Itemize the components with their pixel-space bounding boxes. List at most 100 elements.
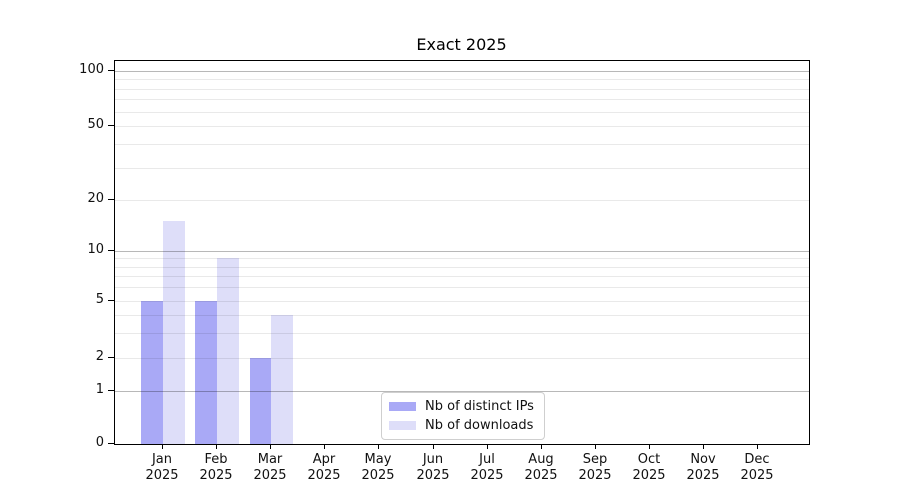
x-tick-mark xyxy=(703,444,704,449)
bar-downloads xyxy=(271,314,293,444)
x-tick-year: 2025 xyxy=(416,468,450,483)
legend-swatch xyxy=(389,402,416,411)
x-tick-year: 2025 xyxy=(740,468,774,483)
x-tick-month: Aug xyxy=(528,452,554,467)
minor-gridline xyxy=(115,332,809,334)
minor-gridline xyxy=(115,88,809,90)
x-tick-month: Apr xyxy=(312,452,336,467)
x-tick-label: Aug 2025 xyxy=(509,452,573,484)
y-tick-label: 5 xyxy=(95,292,104,307)
bars-layer xyxy=(115,61,809,444)
x-tick-label: Mar 2025 xyxy=(238,452,302,484)
x-tick-label: Jan 2025 xyxy=(130,452,194,484)
y-tick-mark xyxy=(108,199,114,200)
x-tick-mark xyxy=(324,444,325,449)
x-tick-mark xyxy=(162,444,163,449)
bar-downloads xyxy=(163,221,185,444)
x-tick-mark xyxy=(433,444,434,449)
bar-distinct-ips xyxy=(195,300,218,444)
legend-label: Nb of distinct IPs xyxy=(425,399,534,414)
minor-gridline xyxy=(115,314,809,316)
x-tick-month: Nov xyxy=(690,452,716,467)
minor-gridline xyxy=(115,300,809,302)
bar-distinct-ips xyxy=(249,357,272,444)
y-tick-label: 100 xyxy=(79,62,104,77)
x-tick-label: Oct 2025 xyxy=(617,452,681,484)
chart-title: Exact 2025 xyxy=(416,35,507,54)
x-tick-label: Nov 2025 xyxy=(671,452,735,484)
legend-label: Nb of downloads xyxy=(425,418,534,433)
x-tick-month: Feb xyxy=(204,452,228,467)
major-gridline xyxy=(115,250,809,252)
x-tick-mark xyxy=(649,444,650,449)
x-tick-label: Sep 2025 xyxy=(563,452,627,484)
minor-gridline xyxy=(115,167,809,169)
x-tick-label: May 2025 xyxy=(346,452,410,484)
major-gridline xyxy=(115,71,809,73)
x-tick-month: Jan xyxy=(151,452,173,467)
y-tick-mark xyxy=(108,125,114,126)
x-tick-month: Mar xyxy=(257,452,283,467)
x-tick-month: Oct xyxy=(637,452,661,467)
minor-gridline xyxy=(115,276,809,278)
minor-gridline xyxy=(115,287,809,289)
x-tick-year: 2025 xyxy=(199,468,233,483)
x-tick-mark xyxy=(216,444,217,449)
x-tick-year: 2025 xyxy=(524,468,558,483)
y-tick-label: 20 xyxy=(87,191,104,206)
x-tick-mark xyxy=(541,444,542,449)
bar-downloads xyxy=(217,258,239,444)
minor-gridline xyxy=(115,357,809,359)
x-tick-year: 2025 xyxy=(307,468,341,483)
y-tick-label: 50 xyxy=(87,117,104,132)
x-tick-month: Dec xyxy=(744,452,770,467)
x-tick-label: Jul 2025 xyxy=(455,452,519,484)
y-tick-mark xyxy=(108,357,114,358)
x-tick-year: 2025 xyxy=(253,468,287,483)
major-gridline xyxy=(115,390,809,392)
legend-entry: Nb of downloads xyxy=(389,418,534,433)
x-tick-year: 2025 xyxy=(578,468,612,483)
x-tick-label: Jun 2025 xyxy=(401,452,465,484)
x-tick-mark xyxy=(487,444,488,449)
y-tick-label: 1 xyxy=(95,382,104,397)
x-tick-month: Sep xyxy=(582,452,608,467)
y-tick-mark xyxy=(108,390,114,391)
plot-area: Nb of distinct IPs Nb of downloads xyxy=(114,60,810,445)
legend-swatch xyxy=(389,421,416,430)
minor-gridline xyxy=(115,200,809,202)
x-tick-label: Apr 2025 xyxy=(292,452,356,484)
legend: Nb of distinct IPs Nb of downloads xyxy=(381,392,545,440)
minor-gridline xyxy=(115,111,809,113)
y-tick-mark xyxy=(108,250,114,251)
x-tick-month: Jun xyxy=(422,452,444,467)
x-tick-month: Jul xyxy=(479,452,495,467)
minor-gridline xyxy=(115,99,809,101)
x-tick-year: 2025 xyxy=(470,468,504,483)
x-tick-mark xyxy=(595,444,596,449)
x-tick-mark xyxy=(270,444,271,449)
minor-gridline xyxy=(115,126,809,128)
x-tick-month: May xyxy=(364,452,392,467)
minor-gridline xyxy=(115,266,809,268)
minor-gridline xyxy=(115,258,809,260)
y-tick-mark xyxy=(108,70,114,71)
x-tick-year: 2025 xyxy=(361,468,395,483)
x-tick-mark xyxy=(378,444,379,449)
minor-gridline xyxy=(115,144,809,146)
y-tick-mark xyxy=(108,443,114,444)
bar-distinct-ips xyxy=(141,300,163,444)
x-tick-year: 2025 xyxy=(686,468,720,483)
x-tick-year: 2025 xyxy=(145,468,179,483)
y-tick-label: 10 xyxy=(87,242,104,257)
x-tick-label: Feb 2025 xyxy=(184,452,248,484)
y-tick-mark xyxy=(108,300,114,301)
minor-gridline xyxy=(115,79,809,81)
y-tick-label: 2 xyxy=(95,349,104,364)
grid-layer xyxy=(115,61,809,444)
y-tick-label: 0 xyxy=(95,435,104,450)
x-tick-label: Dec 2025 xyxy=(725,452,789,484)
legend-entry: Nb of distinct IPs xyxy=(389,399,534,414)
x-tick-mark xyxy=(757,444,758,449)
